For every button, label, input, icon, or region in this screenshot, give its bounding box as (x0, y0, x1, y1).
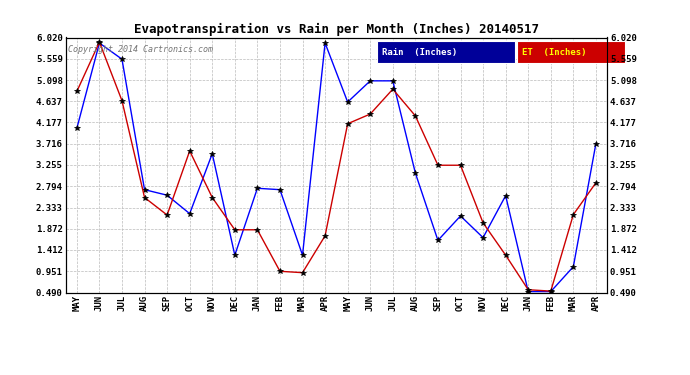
Text: Rain  (Inches): Rain (Inches) (382, 48, 457, 57)
Text: ET  (Inches): ET (Inches) (522, 48, 586, 57)
FancyBboxPatch shape (377, 41, 515, 63)
Title: Evapotranspiration vs Rain per Month (Inches) 20140517: Evapotranspiration vs Rain per Month (In… (134, 23, 539, 36)
FancyBboxPatch shape (517, 41, 625, 63)
Text: Copyright 2014 Cartronics.com: Copyright 2014 Cartronics.com (68, 45, 213, 54)
